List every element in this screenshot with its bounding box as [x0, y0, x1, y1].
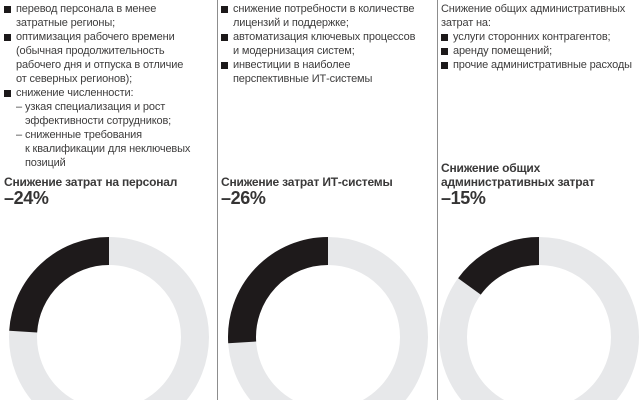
bullet-list: снижение потребности в количестве лиценз… — [221, 2, 433, 86]
donut-chart-it — [227, 237, 428, 400]
list-item: услуги сторонних контрагентов; — [441, 30, 636, 44]
chart-value: –24% — [4, 188, 49, 208]
sub-item-text: узкая специализация и рост эффективности… — [24, 101, 172, 127]
list-item: снижение численности: – узкая специализа… — [4, 86, 213, 170]
chart-caption-block: Снижение затрат ИТ-системы –26% — [221, 174, 435, 208]
chart-caption-block: Снижение общих административных затрат –… — [441, 161, 638, 208]
bullet-list: услуги сторонних контрагентов; аренду по… — [441, 30, 636, 72]
list-item-text: снижение численности: — [16, 87, 134, 99]
donut-arc — [227, 237, 328, 344]
chart-caption: Снижение затрат на персонал — [4, 174, 178, 189]
list-item: оптимизация рабочего времени (обычная пр… — [4, 30, 213, 86]
list-item-text: автоматизация ключевых процессов и модер… — [233, 31, 416, 57]
column-admin-costs: Снижение общих административных затрат н… — [437, 0, 640, 400]
chart-caption: Снижение общих административных затрат — [441, 161, 595, 189]
sub-item-text: сниженные требования к квалификации для … — [24, 129, 191, 169]
bullet-square-icon — [441, 34, 448, 41]
list-item-text: аренду помещений; — [453, 45, 553, 57]
list-item: аренду помещений; — [441, 44, 636, 58]
list-item-text: услуги сторонних контрагентов; — [453, 31, 611, 43]
donut-arc — [458, 237, 540, 296]
bullet-square-icon — [441, 62, 448, 69]
list-item-text: инвестиции в наиболее перспективные ИТ-с… — [233, 59, 373, 85]
bullet-list: перевод персонала в менее затратные реги… — [4, 2, 213, 170]
column-it-costs: снижение потребности в количестве лиценз… — [217, 0, 437, 400]
bullet-square-icon — [4, 34, 11, 41]
list-item: автоматизация ключевых процессов и модер… — [221, 30, 433, 58]
list-item: инвестиции в наиболее перспективные ИТ-с… — [221, 58, 433, 86]
list-item-text: оптимизация рабочего времени (обычная пр… — [16, 31, 184, 85]
bullet-square-icon — [441, 48, 448, 55]
bullet-square-icon — [221, 6, 228, 13]
donut-chart-personnel — [8, 237, 209, 400]
sub-list-item: – узкая специализация и рост эффективнос… — [16, 100, 213, 128]
list-item: снижение потребности в количестве лиценз… — [221, 2, 433, 30]
column-personnel-costs: перевод персонала в менее затратные реги… — [0, 0, 217, 400]
list-item: перевод персонала в менее затратные реги… — [4, 2, 213, 30]
bullet-square-icon — [221, 34, 228, 41]
list-item-text: прочие административные расходы — [453, 59, 632, 71]
donut-arc — [8, 237, 110, 333]
bullet-square-icon — [4, 6, 11, 13]
chart-value: –26% — [221, 188, 266, 208]
bullet-square-icon — [221, 62, 228, 69]
donut-chart-admin — [439, 237, 639, 400]
list-item-text: перевод персонала в менее затратные реги… — [16, 3, 157, 29]
chart-value: –15% — [441, 188, 486, 208]
list-item: прочие административные расходы — [441, 58, 636, 72]
dash-icon: – — [16, 101, 22, 113]
chart-caption: Снижение затрат ИТ-системы — [221, 174, 393, 189]
dash-icon: – — [16, 129, 22, 141]
bullet-square-icon — [4, 90, 11, 97]
list-intro: Снижение общих административных затрат н… — [441, 3, 626, 29]
sub-list-item: – сниженные требования к квалификации дл… — [16, 128, 213, 170]
chart-caption-block: Снижение затрат на персонал –24% — [4, 174, 215, 208]
list-item-text: снижение потребности в количестве лиценз… — [233, 3, 415, 29]
